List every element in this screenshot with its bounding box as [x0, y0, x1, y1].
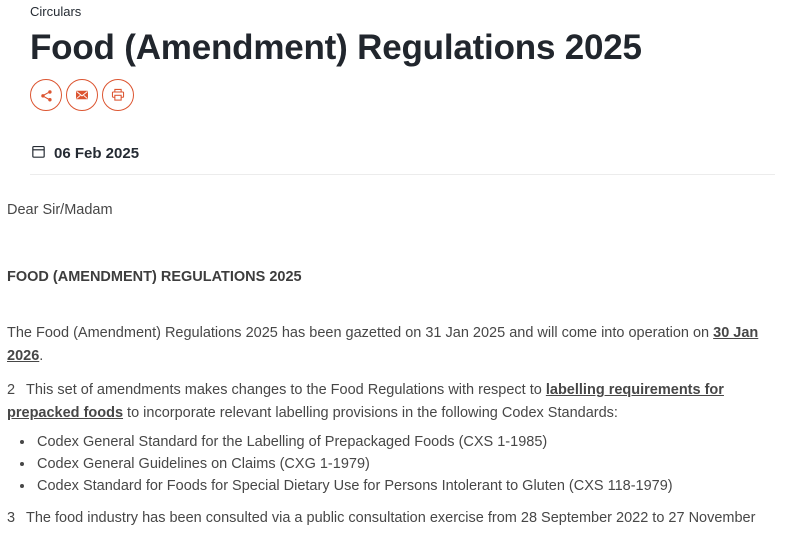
paragraph-2-number: 2: [7, 382, 16, 398]
paragraph-3-text: The food industry has been consulted via…: [7, 510, 756, 534]
page-title: Food (Amendment) Regulations 2025: [30, 28, 642, 67]
email-button[interactable]: [66, 79, 98, 111]
print-button[interactable]: [102, 79, 134, 111]
paragraph-3-number: 3: [7, 510, 16, 526]
share-button[interactable]: [30, 79, 62, 111]
circular-body: Dear Sir/Madam FOOD (AMENDMENT) REGULATI…: [0, 199, 800, 534]
action-buttons: [30, 79, 775, 111]
paragraph-1-suffix: .: [39, 348, 44, 364]
list-item: Codex General Guidelines on Claims (CXG …: [35, 453, 793, 475]
paragraph-3: 3 The food industry has been consulted vi…: [7, 507, 793, 534]
circular-header: Circulars Food (Amendment) Regulations 2…: [0, 0, 800, 175]
codex-standards-list: Codex General Standard for the Labelling…: [7, 431, 793, 497]
paragraph-2-suffix: to incorporate relevant labelling provis…: [123, 405, 618, 421]
labelling-requirements-emphasis: labelling requirements for prepacked foo…: [7, 382, 724, 421]
salutation: Dear Sir/Madam: [7, 202, 113, 218]
list-item: Codex Standard for Foods for Special Die…: [35, 475, 793, 497]
calendar-icon: [30, 143, 47, 165]
breadcrumb[interactable]: Circulars: [30, 4, 82, 19]
header-divider: [30, 174, 775, 175]
subject-heading: FOOD (AMENDMENT) REGULATIONS 2025: [7, 269, 302, 285]
share-icon: [38, 87, 55, 104]
envelope-icon: [73, 86, 91, 104]
paragraph-1-text: The Food (Amendment) Regulations 2025 ha…: [7, 325, 714, 341]
printer-icon: [109, 86, 127, 104]
paragraph-2: 2 This set of amendments makes changes to…: [7, 379, 793, 425]
publish-date: 06 Feb 2025: [54, 145, 140, 162]
list-item: Codex General Standard for the Labelling…: [35, 431, 793, 453]
operation-date-emphasis: 30 Jan 2026: [7, 325, 759, 364]
publish-date-row: 06 Feb 2025: [30, 143, 775, 165]
paragraph-2-text: This set of amendments makes changes to …: [26, 382, 546, 398]
paragraph-1: The Food (Amendment) Regulations 2025 ha…: [7, 322, 793, 368]
